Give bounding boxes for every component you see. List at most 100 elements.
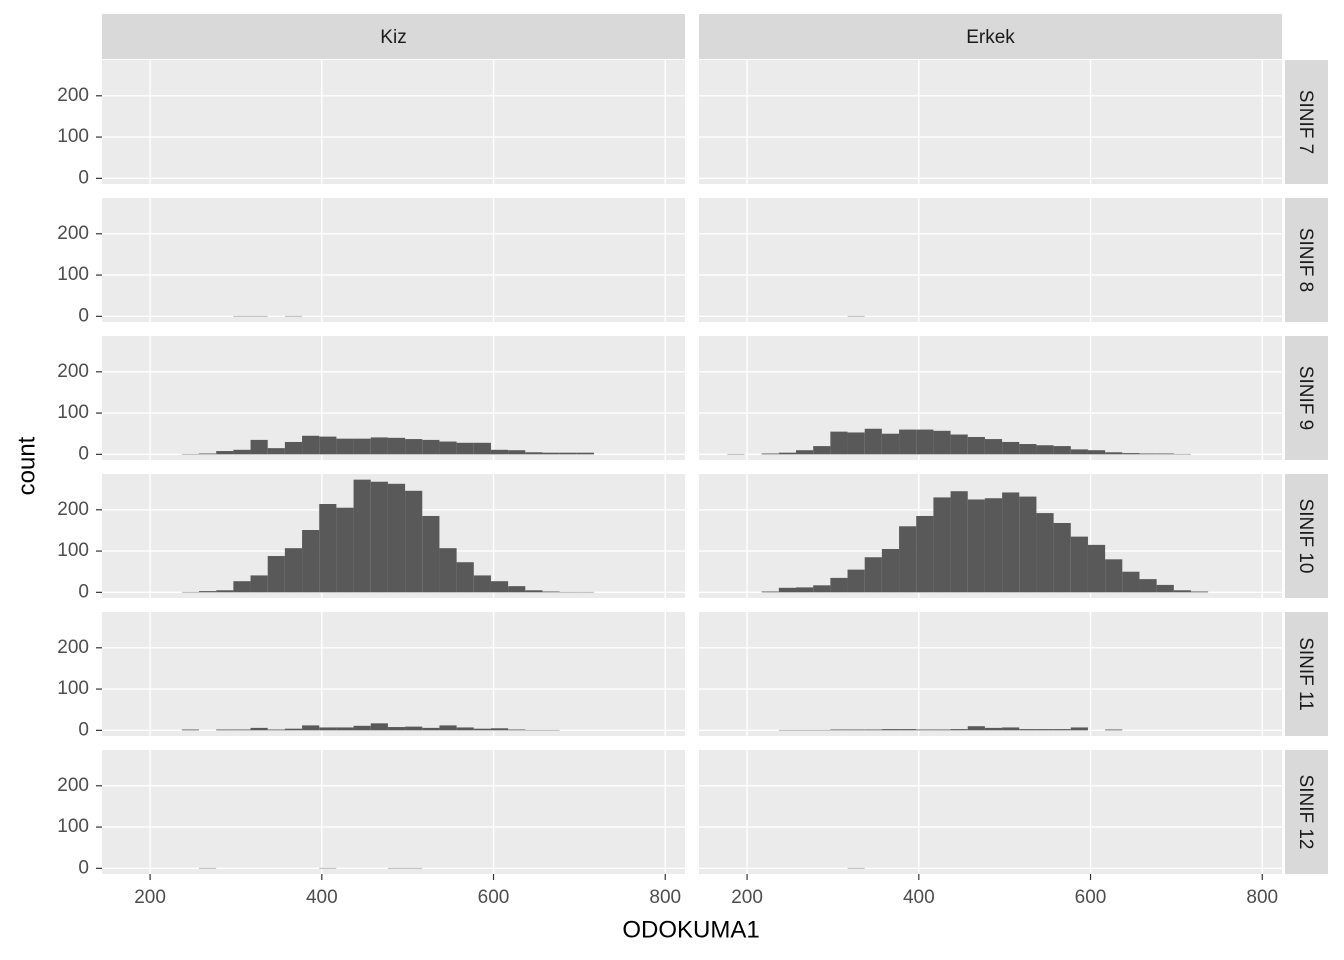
y-tick-label: 200 — [57, 85, 89, 106]
row-strip-label: SINIF 9 — [1295, 366, 1316, 430]
bar — [1070, 536, 1088, 593]
bar — [916, 515, 934, 593]
bar — [370, 437, 388, 455]
bar — [830, 729, 848, 731]
bar — [1105, 729, 1123, 731]
bar — [542, 591, 560, 593]
bar — [422, 439, 440, 455]
bar — [864, 428, 882, 455]
bar — [319, 504, 337, 593]
bar — [525, 452, 543, 455]
bar — [1053, 446, 1071, 455]
bar — [439, 548, 457, 593]
bar — [456, 562, 474, 593]
bar — [456, 442, 474, 455]
y-tick-label: 200 — [57, 223, 89, 244]
x-tick-label: 200 — [731, 887, 763, 908]
bar — [267, 729, 285, 731]
bar — [199, 591, 217, 593]
y-tick-label: 200 — [57, 499, 89, 520]
x-tick-label: 800 — [649, 887, 681, 908]
row-strip-label: SINIF 11 — [1295, 637, 1316, 711]
bar — [250, 439, 268, 455]
bar — [830, 431, 848, 455]
bar — [576, 452, 594, 455]
bar — [1139, 579, 1157, 593]
bar — [353, 479, 371, 593]
bar — [1002, 492, 1020, 593]
y-tick-label: 100 — [57, 264, 89, 285]
bar — [336, 507, 354, 593]
bar — [490, 449, 509, 455]
bar — [370, 723, 388, 731]
bar — [233, 729, 251, 731]
bar — [899, 729, 917, 731]
x-axis-label: ODOKUMA1 — [622, 916, 759, 943]
bar — [881, 433, 900, 455]
x-tick-label: 600 — [1075, 887, 1107, 908]
bar — [967, 726, 985, 731]
bar — [302, 435, 320, 455]
bar — [267, 448, 285, 455]
bar — [899, 526, 917, 593]
bar — [336, 438, 354, 455]
bar — [950, 434, 968, 455]
bar — [950, 729, 968, 731]
x-tick-label: 200 — [134, 887, 166, 908]
bar — [387, 483, 406, 593]
bar — [1122, 453, 1140, 455]
bar — [847, 569, 865, 593]
bar — [490, 581, 509, 593]
bar — [933, 497, 951, 593]
bar — [950, 491, 968, 593]
bar — [1105, 452, 1123, 455]
bar — [559, 452, 577, 455]
bar — [1070, 449, 1088, 455]
y-tick-label: 0 — [78, 443, 89, 464]
bar — [984, 498, 1003, 593]
column-strip-label: Kiz — [380, 27, 406, 48]
bar — [1036, 445, 1054, 455]
bar — [250, 575, 268, 593]
bar — [216, 729, 234, 731]
bar — [1190, 591, 1209, 593]
bar — [284, 728, 303, 731]
bar — [473, 442, 491, 455]
bar — [1053, 522, 1071, 593]
y-tick-label: 0 — [78, 581, 89, 602]
bar — [864, 557, 882, 593]
x-tick-label: 600 — [478, 887, 510, 908]
row-strip — [1285, 474, 1328, 598]
bar — [761, 591, 779, 593]
bar — [319, 727, 337, 731]
column-strip — [102, 14, 685, 59]
bar — [1087, 544, 1106, 593]
y-tick-label: 100 — [57, 402, 89, 423]
bar — [284, 548, 303, 593]
bar — [508, 729, 526, 731]
bar — [199, 453, 217, 455]
bar — [233, 581, 251, 593]
column-strip — [699, 14, 1282, 59]
row-strip-label: SINIF 12 — [1295, 775, 1316, 850]
y-tick-label: 100 — [57, 816, 89, 837]
bar — [847, 729, 865, 731]
row-strip-label: SINIF 7 — [1295, 90, 1316, 154]
bar — [1070, 727, 1088, 731]
bar — [525, 590, 543, 593]
y-tick-label: 0 — [78, 167, 89, 188]
y-tick-label: 200 — [57, 361, 89, 382]
bar — [916, 729, 934, 731]
bar — [302, 530, 320, 593]
x-tick-label: 400 — [903, 887, 935, 908]
bar — [1002, 441, 1020, 455]
bar — [233, 449, 251, 455]
panel-background — [699, 612, 1282, 736]
bar — [542, 452, 560, 455]
row-strip — [1285, 750, 1328, 874]
y-axis-label: count — [13, 436, 40, 495]
bar — [1019, 729, 1037, 731]
x-tick-label: 400 — [306, 887, 338, 908]
bar — [181, 729, 200, 731]
bar — [916, 429, 934, 455]
